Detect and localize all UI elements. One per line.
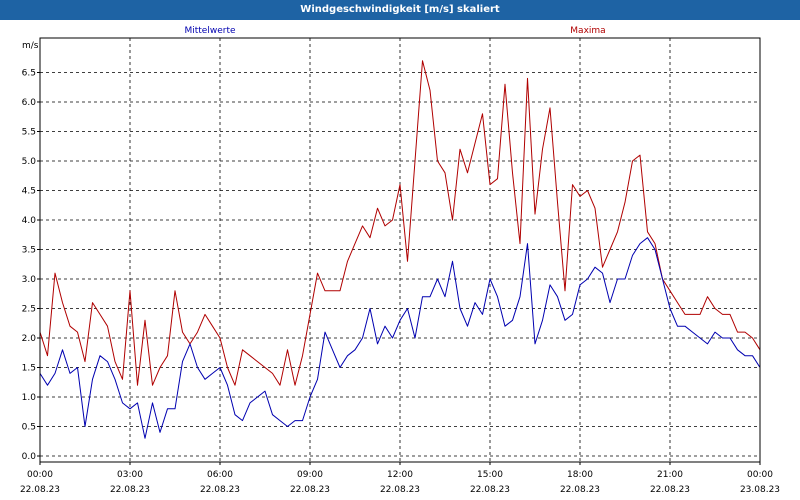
chart-title: Windgeschwindigkeit [m/s] skaliert [0,0,800,20]
x-tick-time-label: 00:00 [747,470,773,480]
x-tick-date-label: 23.08.23 [740,485,780,495]
axis-ticks: 0.0 0.5 1.0 1.5 2.0 2.5 3.0 3.5 4.0 4.5 5.0 5.5 6.0 6… [20,69,780,496]
x-tick-date-label: 22.08.23 [470,485,510,495]
y-tick-label: 3.0 [22,275,37,285]
series-lines [39,60,761,439]
x-tick-time-label: 18:00 [567,470,593,480]
x-tick-time-label: 09:00 [297,470,323,480]
y-tick-label: 2.0 [22,334,37,344]
series-line-mittelwerte [39,237,761,439]
y-tick-label: 6.5 [22,69,36,79]
x-tick-time-label: 15:00 [477,470,503,480]
x-tick-date-label: 22.08.23 [110,485,150,495]
y-tick-label: 2.5 [22,305,36,315]
y-tick-label: 0.5 [22,423,36,433]
y-tick-label: 0.0 [22,452,37,462]
x-tick-date-label: 22.08.23 [380,485,420,495]
x-tick-date-label: 22.08.23 [560,485,600,495]
y-tick-label: 6.0 [22,98,37,108]
y-tick-label: 3.5 [22,246,36,256]
series-line-maxima [39,60,761,386]
grid [39,38,761,462]
x-tick-time-label: 03:00 [117,470,143,480]
y-tick-label: 1.5 [22,364,36,374]
legend-maxima: Maxima [570,26,605,36]
y-tick-label: 5.0 [22,157,37,167]
legend-mittelwerte: Mittelwerte [184,26,235,36]
y-tick-label: 4.0 [22,216,37,226]
y-axis-unit-label: m/s [22,41,39,51]
x-tick-time-label: 12:00 [387,470,413,480]
x-tick-date-label: 22.08.23 [650,485,690,495]
y-tick-label: 4.5 [22,187,36,197]
x-tick-time-label: 21:00 [657,470,683,480]
x-tick-time-label: 06:00 [207,470,233,480]
x-tick-date-label: 22.08.23 [200,485,240,495]
x-tick-date-label: 22.08.23 [290,485,330,495]
x-tick-date-label: 22.08.23 [20,485,60,495]
y-tick-label: 5.5 [22,128,36,138]
y-tick-label: 1.0 [22,393,37,403]
x-tick-time-label: 00:00 [27,470,53,480]
